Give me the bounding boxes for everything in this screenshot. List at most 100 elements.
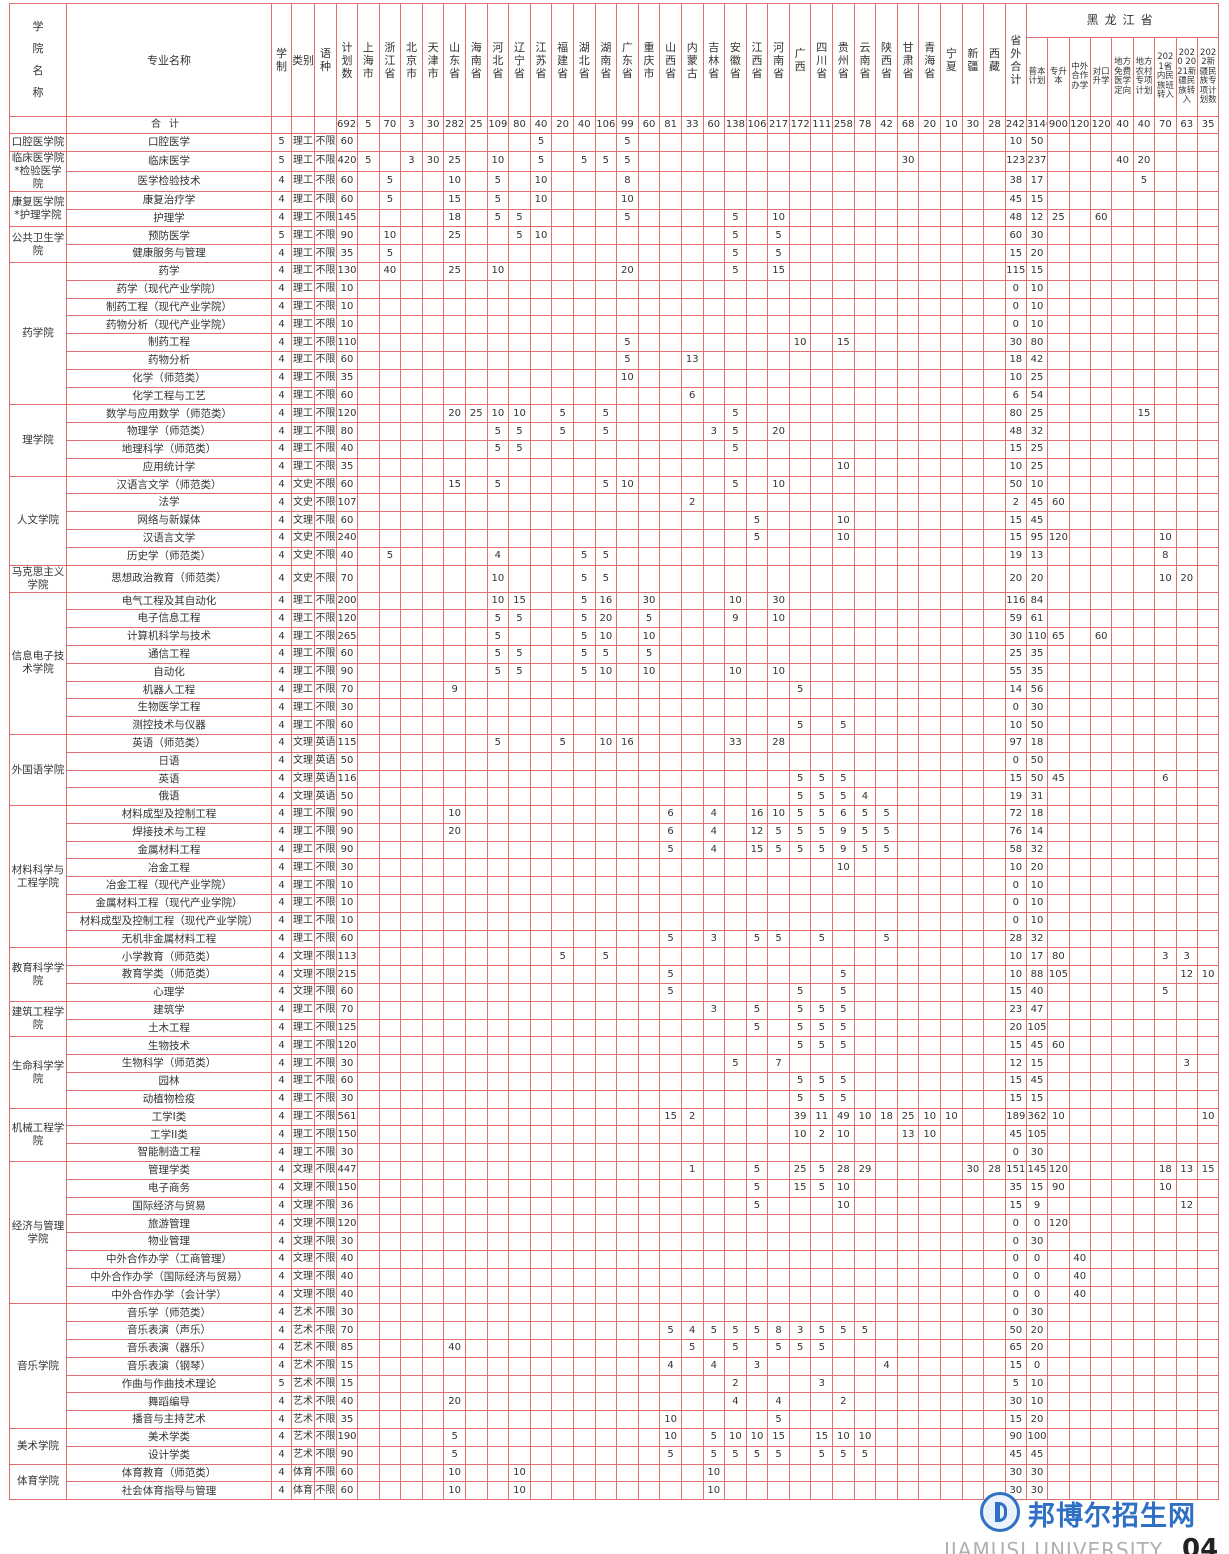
home-column-header: 对口升学	[1089, 37, 1113, 117]
empty-cell	[1089, 876, 1113, 896]
number-cell: 15	[659, 1107, 682, 1127]
major-row: 网络与新媒体 4 文理 不限 60 5 10 15 45	[10, 511, 1220, 530]
number-cell: 5	[788, 1018, 812, 1038]
empty-cell	[1111, 1178, 1134, 1198]
empty-cell	[832, 350, 855, 370]
empty-cell	[1132, 840, 1156, 860]
major-row: 音乐表演（钢琴） 4 艺术 不限 15 4 4 3 4 15 0	[10, 1356, 1220, 1376]
empty-cell	[1068, 350, 1091, 370]
empty-cell	[896, 858, 920, 878]
empty-cell	[659, 457, 682, 477]
empty-cell	[1089, 751, 1113, 771]
empty-cell	[357, 564, 380, 593]
empty-cell	[486, 1410, 510, 1429]
empty-cell	[745, 716, 769, 735]
number-cell: 120	[336, 404, 358, 424]
empty-cell	[486, 1196, 510, 1216]
empty-cell	[421, 315, 445, 335]
number-cell: 76	[1004, 822, 1027, 842]
college-name: 经济与管理学院	[9, 1161, 67, 1305]
number-cell: 90	[336, 662, 358, 682]
empty-cell	[616, 315, 639, 335]
empty-cell	[464, 1463, 488, 1483]
empty-cell	[1154, 404, 1177, 424]
empty-cell	[486, 840, 510, 860]
empty-cell	[572, 350, 596, 370]
empty-cell	[464, 368, 488, 388]
empty-cell	[551, 769, 574, 789]
empty-cell	[551, 1054, 574, 1074]
empty-cell	[745, 1143, 769, 1163]
empty-cell	[853, 662, 877, 682]
language: 不限	[314, 244, 337, 263]
empty-cell	[702, 528, 726, 548]
empty-cell	[1068, 1161, 1091, 1180]
empty-cell	[357, 876, 380, 896]
years: 4	[271, 1178, 292, 1198]
empty-cell	[853, 1392, 877, 1412]
empty-cell	[1068, 591, 1091, 611]
empty-cell	[1196, 511, 1220, 530]
empty-cell	[659, 894, 682, 913]
empty-cell	[1068, 1125, 1091, 1145]
number-cell: 5	[594, 422, 618, 441]
major-name: 音乐表演（器乐）	[66, 1339, 272, 1358]
empty-cell	[659, 751, 682, 771]
empty-cell	[1196, 1232, 1220, 1252]
empty-cell	[1068, 805, 1091, 824]
empty-cell	[853, 1214, 877, 1234]
empty-cell	[961, 350, 985, 370]
empty-cell	[788, 876, 812, 896]
empty-cell	[551, 1232, 574, 1252]
empty-cell	[1132, 716, 1156, 735]
empty-cell	[486, 244, 510, 263]
major-name: 制药工程	[66, 333, 272, 352]
number-cell: 5	[551, 422, 574, 441]
number-cell: 5	[788, 787, 812, 807]
empty-cell	[896, 422, 920, 441]
number-cell: 5	[572, 627, 596, 646]
number-cell: 0	[1004, 911, 1027, 931]
number-cell: 65	[1047, 627, 1070, 646]
empty-cell	[400, 716, 423, 735]
empty-cell	[551, 1000, 574, 1020]
empty-cell	[724, 769, 747, 789]
empty-cell	[508, 876, 531, 896]
language: 不限	[314, 511, 337, 530]
empty-cell	[810, 983, 834, 1002]
number-cell: 28	[983, 1161, 1006, 1180]
empty-cell	[659, 564, 682, 593]
empty-cell	[702, 644, 726, 664]
empty-cell	[400, 822, 423, 842]
empty-cell	[767, 315, 790, 335]
empty-cell	[896, 208, 920, 228]
major-name: 金属材料工程（现代产业学院）	[66, 894, 272, 913]
number-cell: 116	[336, 769, 358, 789]
empty-cell	[745, 1285, 769, 1305]
empty-cell	[1175, 1321, 1198, 1340]
language: 不限	[314, 333, 337, 352]
empty-cell	[1111, 1072, 1134, 1091]
years: 4	[271, 333, 292, 352]
empty-cell	[983, 493, 1006, 513]
number-cell: 5	[810, 805, 834, 824]
number-cell: 29	[853, 1161, 877, 1180]
empty-cell	[983, 733, 1006, 753]
empty-cell	[659, 1161, 682, 1180]
province-header: 江西省	[745, 3, 769, 117]
empty-cell	[983, 876, 1006, 896]
number-cell: 60	[702, 116, 726, 134]
empty-cell	[1047, 822, 1070, 842]
empty-cell	[918, 1143, 942, 1163]
empty-cell	[853, 133, 877, 152]
empty-cell	[767, 680, 790, 700]
empty-cell	[1047, 805, 1070, 824]
empty-cell	[832, 279, 855, 299]
number-cell: 30	[637, 591, 661, 611]
empty-cell	[1175, 1463, 1198, 1483]
number-cell: 5	[810, 822, 834, 842]
empty-cell	[1154, 511, 1177, 530]
empty-cell	[745, 297, 769, 317]
major-row: 理学院 数学与应用数学（师范类） 4 理工 不限 120 20 25 10 10 5 5 5 80 25 15	[9, 404, 1220, 477]
number-cell: 115	[336, 733, 358, 753]
